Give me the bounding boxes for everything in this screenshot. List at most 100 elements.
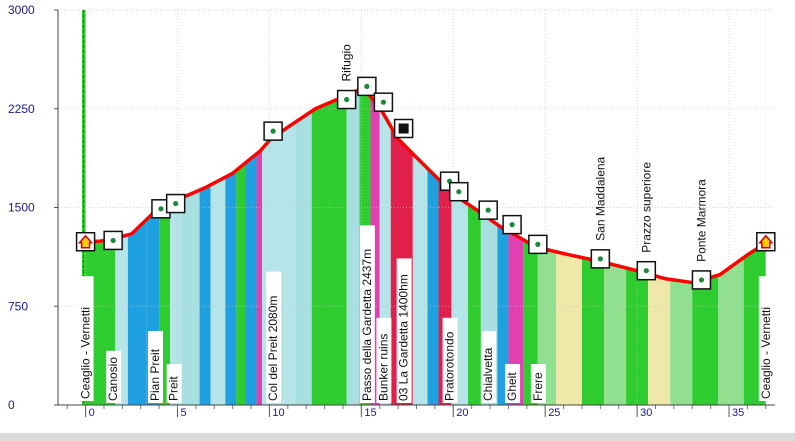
waypoint-marker[interactable] [75,231,96,252]
dot-icon [344,96,350,103]
waypoint-label: Gheit [505,364,521,403]
terrain-band [370,10,380,405]
waypoint-label-bg [376,317,392,403]
waypoint-label-text: Preit [167,376,181,401]
waypoint-label: Bunker ruins [376,317,392,403]
waypoint-label-text: Pratorotondo [443,331,457,401]
terrain-band [245,10,257,405]
waypoint-marker[interactable] [373,92,394,112]
x-tick-label: 0 [89,407,95,419]
waypoint-marker[interactable] [263,121,283,141]
waypoint-label-bg [147,331,163,403]
waypoint-label-text: Col del Preit 2080m [266,296,280,401]
waypoint-marker[interactable] [528,234,548,255]
x-tick-label: 20 [456,407,468,419]
dot-icon [270,128,276,134]
waypoint-marker[interactable] [336,89,357,110]
waypoint-label: Rifugio [340,44,354,82]
terrain-band [236,10,246,405]
waypoint-label-text: Gheit [505,372,519,401]
dot-icon [485,207,491,213]
x-tick-label: 25 [548,407,560,419]
waypoint-label-bg [758,276,774,401]
waypoint-marker[interactable] [478,200,498,220]
dot-icon [173,200,179,207]
waypoint-label: Col del Preit 2080m [266,271,282,403]
waypoint-label: 03 La Gardetta 1400hm [396,258,412,403]
waypoint-label: Ponte Marmora [694,179,708,262]
waypoint-marker[interactable] [691,270,712,290]
waypoint-label-bg [359,225,375,403]
waypoint-markers[interactable] [75,76,776,290]
dot-icon [380,99,387,105]
waypoint-label-text: Bunker ruins [376,334,390,401]
waypoint-label-text: Ceaglio - Vernetti [759,307,773,399]
waypoint-marker[interactable] [165,193,186,214]
x-tick-label: 35 [732,407,744,419]
waypoint-label-text: Ponte Marmora [694,179,708,262]
x-tick-label: 10 [272,407,284,419]
y-tick-label: 750 [8,299,28,313]
waypoint-marker[interactable] [357,76,377,97]
waypoint-label: Passo della Gardetta 2437m [359,225,375,403]
dot-icon [456,189,462,195]
waypoint-marker[interactable] [449,181,469,202]
waypoint-label-bg [505,364,521,403]
y-tick-label: 3000 [8,3,35,17]
home-icon [77,234,94,249]
waypoint-label-bg [266,271,282,403]
waypoint-label: Ceaglio - Vernetti [78,276,94,401]
terrain-band [225,10,237,405]
waypoint-label: Ceaglio - Vernetti [758,276,774,401]
waypoint-marker[interactable] [103,230,123,251]
waypoint-label: Preit [166,364,182,403]
waypoint-label-text: Canosio [106,357,120,401]
waypoint-label-bg [442,317,458,403]
x-tick-label: 30 [640,407,652,419]
dot-icon [597,256,603,262]
waypoint-marker[interactable] [393,118,414,139]
waypoint-label: Canosio [106,350,122,403]
y-tick-label: 0 [8,398,15,412]
dot-icon [110,237,116,244]
waypoint-label-bg [78,276,94,401]
home-icon [758,234,774,249]
waypoint-label-bg [106,350,122,403]
dot-icon [364,83,370,89]
sky-mask-left [58,10,82,405]
waypoint-label-bg [396,258,412,403]
waypoint-marker[interactable] [151,199,171,219]
dot-icon [535,241,541,247]
waypoint-label: San Maddalena [593,156,607,240]
dot-icon [509,222,515,228]
waypoint-label-text: Rifugio [340,44,354,82]
waypoint-label: Frere [530,364,546,403]
waypoint-label-text: Chialvetta [481,347,495,401]
waypoint-label-text: San Maddalena [593,156,607,240]
waypoint-marker[interactable] [502,214,522,235]
waypoint-marker[interactable] [636,260,657,281]
waypoint-marker[interactable] [756,231,776,252]
sky-mask-above [85,10,766,283]
waypoint-label-text: Prazzo superiore [639,162,653,253]
waypoint-label-text: 03 La Gardetta 1400hm [397,274,411,401]
waypoint-label-bg [481,331,497,403]
waypoint-label-bg [530,364,546,403]
waypoint-label-bg [166,364,182,403]
waypoint-label: Chialvetta [481,331,497,403]
waypoint-label: Pian Preit [147,331,163,403]
y-tick-label: 2250 [8,102,35,116]
y-tick-label: 1500 [8,201,35,215]
terrain-band [359,10,371,405]
waypoint-label-text: Frere [531,372,545,401]
waypoint-label: Prazzo superiore [639,162,653,253]
waypoint-labels: Ceaglio - Vernetti Canosio Pian Preit Preit… [78,44,774,403]
waypoint-label-text: Ceaglio - Vernetti [79,307,93,399]
waypoint-label-text: Passo della Gardetta 2437m [360,249,374,401]
x-tick-label: 5 [181,407,187,419]
x-tick-label: 15 [364,407,376,419]
waypoint-marker[interactable] [590,249,611,269]
dot-icon [158,206,164,212]
axes: 0 750 1500 2250 3000 0 5 10 15 20 25 30 35 [8,3,775,419]
